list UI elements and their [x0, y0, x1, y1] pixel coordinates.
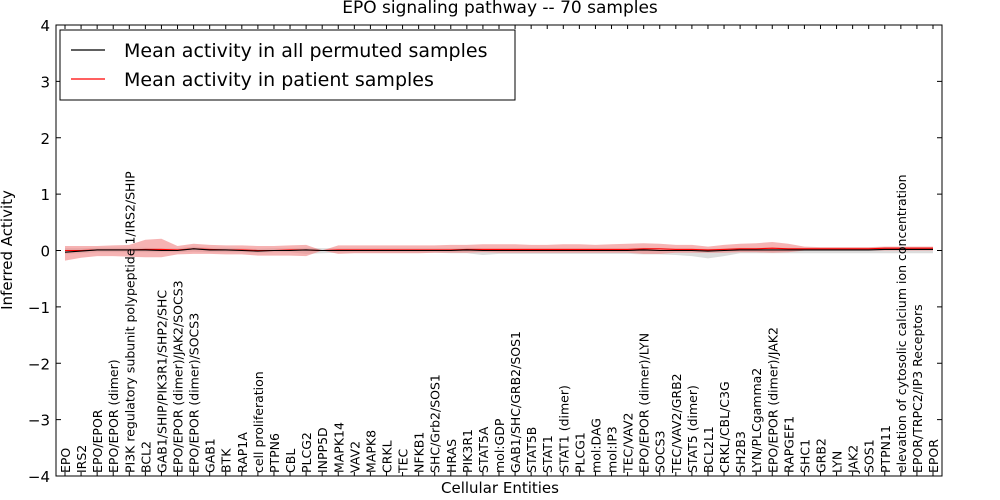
x-tick-label: MAPK8 — [363, 430, 378, 473]
x-tick-label: TEC — [396, 449, 411, 475]
x-tick-label: STAT5 (dimer) — [685, 385, 700, 473]
x-tick-label: INPP5D — [315, 427, 330, 473]
y-tick-label: −1 — [28, 299, 50, 317]
plot-frame — [55, 24, 943, 477]
x-tick-label: GRB2 — [814, 438, 829, 473]
y-tick-label: 4 — [40, 17, 50, 35]
x-tick-label: PTPN11 — [878, 425, 893, 473]
x-tick-label: BCL2L1 — [701, 426, 716, 473]
x-tick-label: mol:DAG — [588, 418, 603, 473]
x-tick-label: mol:IP3 — [605, 426, 620, 473]
x-tick-label: EPO/EPOR (dimer)/JAK2/SOCS3 — [171, 280, 186, 473]
x-tick-label: EPO/EPOR (dimer) — [106, 359, 121, 473]
x-tick-label: BCL2 — [138, 441, 153, 473]
x-tick-label: CBL — [283, 449, 298, 473]
x-tick-label: LYN/PLCgamma2 — [749, 368, 764, 473]
series-lines — [64, 247, 933, 253]
x-tick-label: LYN — [830, 451, 845, 473]
x-tick-label: PTPN6 — [267, 433, 282, 473]
x-tick-label: EPOR — [926, 439, 941, 473]
x-tick-label: RAP1A — [235, 432, 250, 473]
x-tick-label: IRS2 — [74, 445, 89, 473]
x-tick-label: TEC/VAV2/GRB2 — [669, 373, 684, 474]
y-tick-label: −4 — [28, 468, 50, 486]
x-tick-label: VAV2 — [347, 441, 362, 473]
x-tick-label: GAB1/SHC/GRB2/SOS1 — [508, 331, 523, 473]
x-tick-label: GAB1/SHIP/PIK3R1/SHP2/SHC — [154, 290, 169, 473]
x-tick-label: EPO/EPOR (dimer)/JAK2 — [765, 327, 780, 473]
legend-box — [59, 29, 516, 101]
y-tick-label: −3 — [28, 412, 50, 430]
x-tick-label: EPO/EPOR — [90, 409, 105, 473]
x-tick-label: STAT5A — [476, 426, 491, 473]
y-tick-label: −2 — [28, 355, 50, 373]
x-tick-label: TEC/VAV2 — [621, 413, 636, 474]
x-tick-label: BTK — [219, 448, 234, 473]
x-tick-label: EPO — [58, 448, 73, 473]
y-tick-label: 1 — [40, 186, 50, 204]
x-tick-label: cell proliferation — [251, 371, 266, 473]
x-tick-label: SHC1 — [797, 439, 812, 473]
x-tick-label: EPO/EPOR (dimer)/LYN — [637, 333, 652, 473]
x-axis: EPO IRS2 EPO/EPOR EPO/EPOR (dimer) PI3K regu… — [58, 25, 941, 476]
x-tick-label: JAK2 — [846, 445, 861, 474]
x-tick-label: MAPK14 — [331, 422, 346, 473]
x-tick-label: NFKB1 — [412, 432, 427, 473]
x-tick-label: SHC/Grb2/SOS1 — [428, 374, 443, 473]
x-axis-label: Cellular Entities — [441, 479, 559, 497]
x-tick-label: STAT5B — [524, 427, 539, 473]
x-tick-label: PLCG1 — [572, 432, 587, 473]
x-tick-label: PI3K regulatory subunit polypeptide 1/IR… — [122, 171, 137, 473]
chart-title: EPO signaling pathway -- 70 samples — [342, 0, 658, 18]
y-axis-label: Inferred Activity — [0, 190, 16, 310]
y-tick-label: 2 — [40, 130, 50, 148]
x-tick-label: CRKL/CBL/C3G — [717, 381, 732, 473]
x-tick-label: RAPGEF1 — [781, 416, 796, 473]
series-line-permuted — [64, 248, 933, 253]
legend: Mean activity in all permuted samples Me… — [59, 29, 516, 101]
x-tick-label: STAT1 (dimer) — [556, 385, 571, 473]
y-tick-label: 0 — [40, 243, 50, 261]
x-tick-label: elevation of cytosolic calcium ion conce… — [894, 174, 909, 473]
x-tick-label: SOS1 — [862, 439, 877, 473]
x-tick-label: EPO/EPOR (dimer)/SOCS3 — [187, 313, 202, 473]
y-tick-label: 3 — [40, 73, 50, 91]
x-tick-label: SH2B3 — [733, 431, 748, 473]
x-tick-label: STAT1 — [540, 435, 555, 473]
x-tick-label: GAB1 — [203, 438, 218, 473]
x-tick-label: SOCS3 — [653, 431, 668, 473]
x-tick-label: PLCG2 — [299, 432, 314, 473]
x-tick-label: EPOR/TRPC2/IP3 Receptors — [910, 304, 925, 473]
x-tick-label: mol:GDP — [492, 418, 507, 473]
x-tick-label: HRAS — [444, 439, 459, 473]
x-tick-label: PIK3R1 — [460, 429, 475, 473]
legend-label-permuted: Mean activity in all permuted samples — [124, 40, 487, 62]
x-tick-label: CRKL — [380, 440, 395, 473]
legend-label-patient: Mean activity in patient samples — [124, 69, 434, 91]
y-axis: −4 −3 −2 −1 0 1 2 3 4 — [28, 17, 942, 486]
